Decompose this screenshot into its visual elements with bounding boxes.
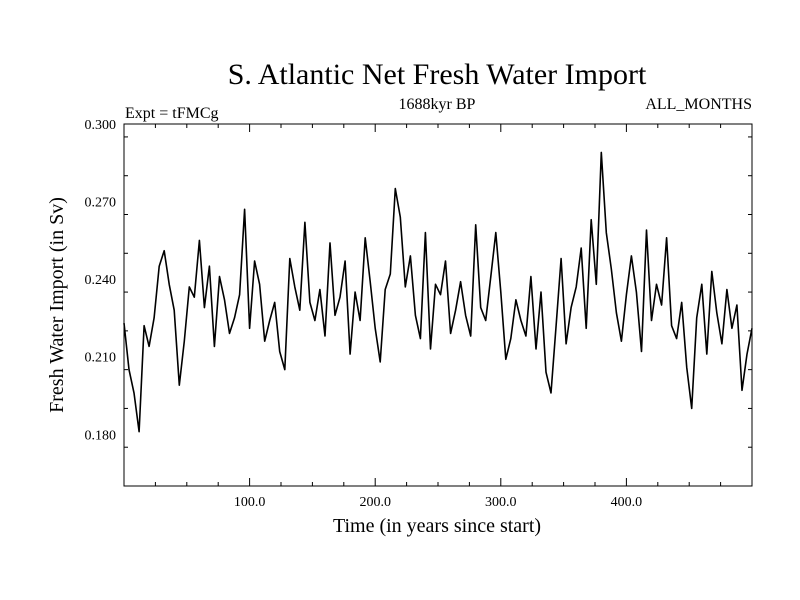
x-tick-label: 100.0	[234, 495, 266, 510]
x-axis: 100.0 200.0 300.0 400.0	[154, 124, 722, 510]
period-label: 1688kyr BP	[399, 96, 476, 113]
y-axis: 0.180 0.210 0.240 0.270 0.300	[85, 118, 752, 487]
x-tick-label: 300.0	[485, 495, 517, 510]
x-tick-label: 400.0	[611, 495, 643, 510]
y-tick-label: 0.210	[85, 351, 117, 366]
y-tick-label: 0.180	[85, 428, 117, 443]
chart-title: S. Atlantic Net Fresh Water Import	[228, 58, 647, 91]
months-label: ALL_MONTHS	[645, 96, 752, 113]
y-tick-label: 0.300	[85, 118, 117, 133]
y-axis-label: Fresh Water Import (in Sv)	[46, 197, 68, 413]
y-tick-label: 0.240	[85, 273, 117, 288]
series-line-fresh-water-import	[123, 151, 753, 433]
plot-frame	[123, 123, 753, 487]
x-tick-label: 200.0	[359, 495, 391, 510]
experiment-label: Expt = tFMCg	[125, 105, 218, 122]
y-tick-label: 0.270	[85, 196, 117, 211]
x-axis-label: Time (in years since start)	[333, 515, 541, 537]
